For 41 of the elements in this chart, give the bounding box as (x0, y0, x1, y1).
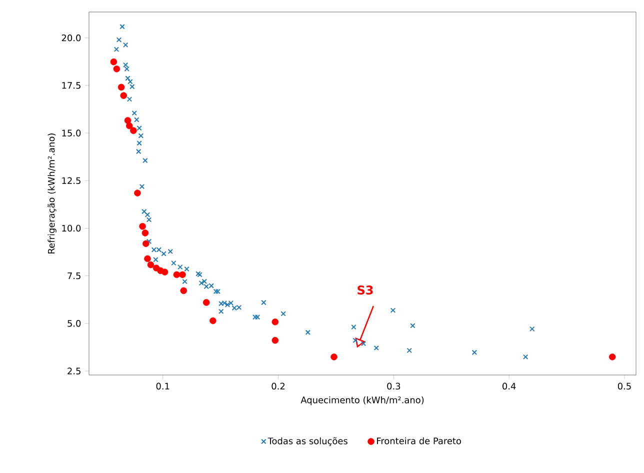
point (139, 222, 146, 230)
point (272, 336, 279, 344)
point (180, 287, 188, 294)
x-axis-title: Aquecimento (kWh/m².ano) (300, 396, 424, 406)
legend-label: Todas as soluções (268, 437, 348, 446)
y-tick-label: 5.0 (68, 320, 81, 327)
x-tick-label: 0.3 (387, 382, 400, 390)
point (110, 58, 118, 66)
point (142, 230, 149, 236)
y-axis-title: Refrigeração (kWh/m².ano) (48, 134, 56, 254)
y-tick-label: 7.5 (68, 272, 80, 280)
y-tick-label: 15.0 (62, 130, 81, 136)
point (147, 261, 154, 268)
point (134, 190, 141, 196)
x-tick-label: 0.4 (502, 382, 516, 390)
point (173, 271, 180, 278)
x-tick-label: 0.5 (618, 382, 631, 390)
point (120, 92, 128, 99)
point (210, 317, 216, 324)
y-tick-label: 12.5 (62, 177, 80, 184)
legend-label: Fronteira de Pareto (377, 437, 461, 444)
point (142, 240, 150, 248)
x-tick-label: 0.2 (272, 382, 284, 390)
x-tick-label: 0.1 (156, 382, 170, 390)
point (126, 122, 133, 130)
point (272, 318, 279, 326)
point (330, 354, 338, 360)
point (608, 354, 616, 360)
point (124, 117, 132, 124)
point (202, 299, 210, 306)
point (118, 84, 125, 91)
point (161, 268, 168, 276)
y-tick-label: 2.5 (68, 368, 80, 374)
y-tick-label: 10.0 (62, 224, 81, 232)
point (144, 255, 151, 262)
point (179, 271, 186, 278)
annotation: S3 (358, 286, 373, 295)
point (130, 127, 137, 134)
point (113, 66, 120, 72)
y-tick-label: 20.0 (62, 34, 81, 42)
y-tick-label: 17.5 (62, 82, 80, 89)
